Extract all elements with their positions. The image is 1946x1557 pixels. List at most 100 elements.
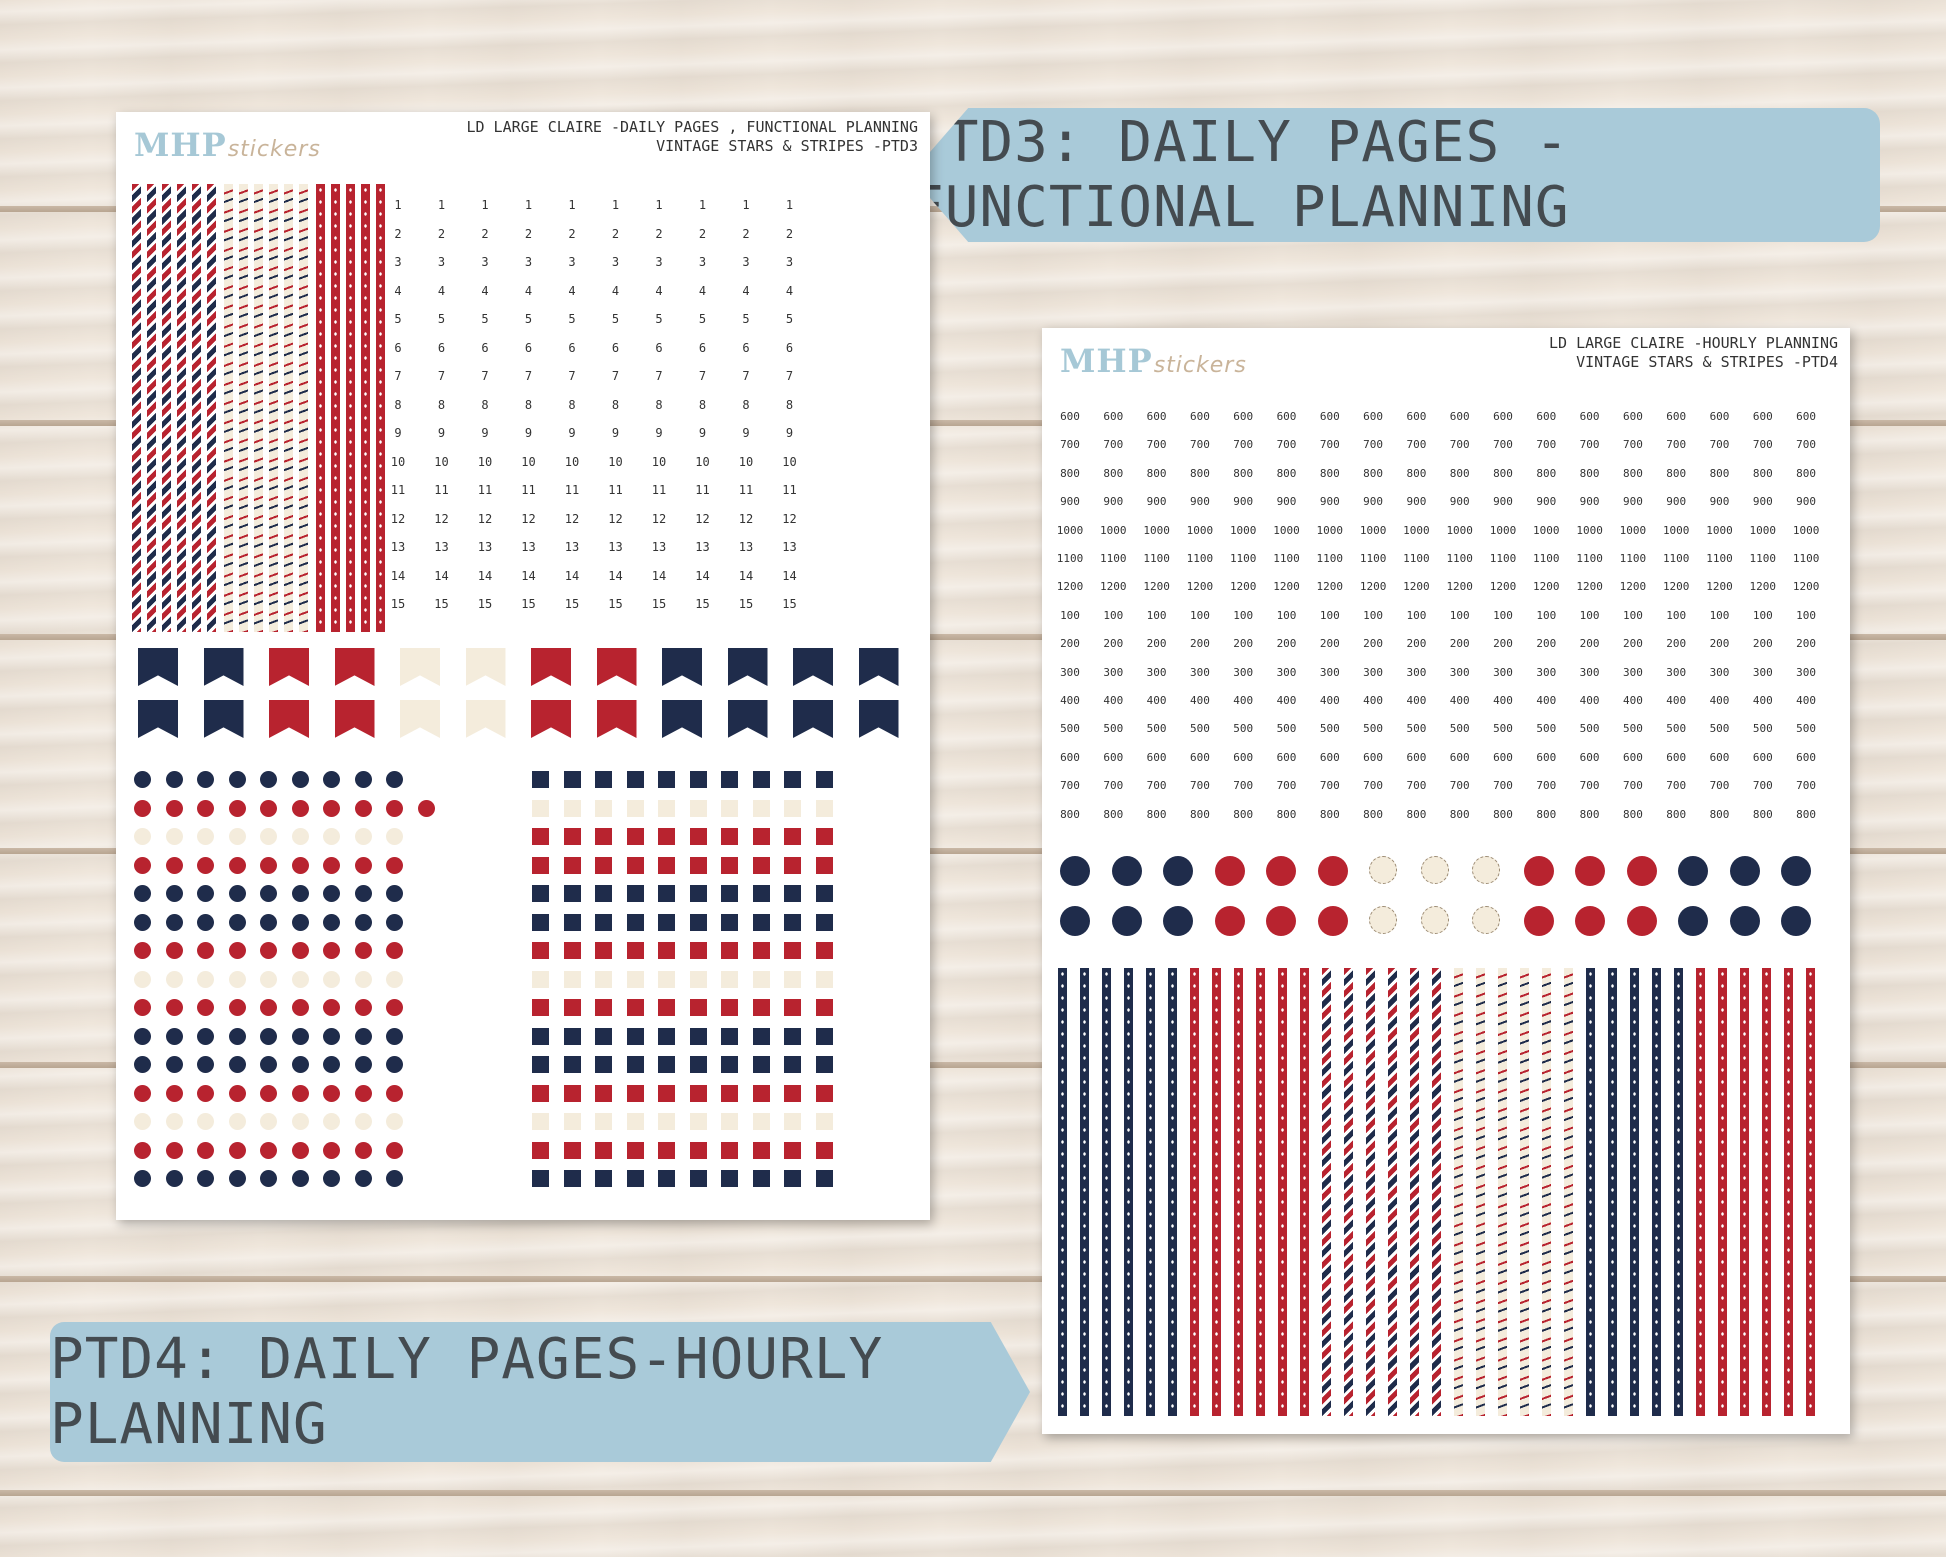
date-number: 9: [394, 426, 402, 440]
date-number: 8: [698, 397, 707, 412]
hour-number: 500: [1449, 722, 1470, 736]
flag-sticker: [793, 700, 833, 738]
hour-number: 300: [1493, 665, 1513, 679]
hour-number: 700: [1103, 438, 1124, 452]
dot-sticker: [260, 913, 277, 931]
date-number: 14: [521, 568, 536, 583]
date-number: 5: [742, 312, 750, 326]
square-sticker: [595, 1084, 612, 1102]
hour-number: 700: [1406, 779, 1427, 793]
dot-sticker: [291, 1170, 309, 1187]
date-number: 10: [782, 454, 797, 469]
date-number: 4: [611, 283, 620, 298]
stripe-sticker: [1146, 968, 1155, 1416]
date-number: 10: [695, 454, 710, 469]
circle-sticker: [1369, 856, 1397, 884]
dot-sticker: [260, 771, 277, 788]
dot-sticker: [197, 1113, 214, 1130]
square-sticker: [784, 856, 801, 874]
hour-number: 1000: [1273, 523, 1300, 537]
date-number: 13: [695, 540, 710, 554]
date-number: 7: [524, 369, 533, 383]
square-sticker: [815, 1027, 833, 1045]
hour-number: 100: [1579, 608, 1600, 622]
stripe-sticker: [1564, 968, 1573, 1416]
hour-number: 800: [1060, 466, 1080, 480]
hour-number: 400: [1536, 694, 1557, 707]
hour-number: 700: [1493, 779, 1513, 793]
stripe-sticker: [1344, 968, 1353, 1416]
dot-sticker: [291, 1141, 309, 1159]
dot-sticker: [197, 771, 214, 788]
dot-sticker: [323, 999, 340, 1016]
square-sticker: [689, 828, 707, 845]
hour-number: 700: [1666, 779, 1687, 793]
hour-number: 700: [1319, 438, 1340, 452]
date-number: 10: [521, 454, 536, 469]
hour-number: 1000: [1143, 523, 1170, 537]
hour-number: 600: [1796, 750, 1817, 764]
date-number: 10: [608, 454, 623, 469]
hour-number: 600: [1276, 750, 1297, 764]
square-sticker: [784, 1170, 801, 1187]
hour-number: 1200: [1533, 580, 1560, 594]
dot-sticker: [165, 942, 183, 959]
stripe-sticker: [132, 184, 141, 632]
square-sticker: [721, 1056, 738, 1073]
circle-sticker: [1420, 906, 1449, 934]
hour-number: 700: [1233, 779, 1254, 793]
hour-number: 1200: [1662, 580, 1690, 594]
square-sticker: [595, 771, 612, 788]
square-sticker: [658, 1113, 675, 1130]
hour-number: 1200: [1316, 580, 1344, 594]
dot-sticker: [197, 885, 214, 902]
hour-number: 200: [1319, 637, 1340, 651]
hour-number: 1100: [1792, 552, 1820, 565]
dot-sticker: [354, 1170, 372, 1187]
dot-sticker: [386, 1056, 403, 1073]
hour-number: 800: [1493, 807, 1513, 821]
hour-number: 800: [1752, 807, 1773, 821]
hour-number: 1000: [1749, 523, 1777, 537]
hour-number: 300: [1319, 665, 1340, 679]
hour-number: 300: [1276, 665, 1297, 679]
square-sticker: [721, 771, 738, 788]
flag-sticker: [727, 700, 768, 738]
dot-sticker: [386, 913, 403, 931]
hour-number: 500: [1319, 722, 1340, 736]
square-sticker: [626, 1113, 644, 1130]
flag-sticker: [334, 648, 375, 686]
stripe-sticker: [1256, 968, 1265, 1416]
hour-number: 600: [1449, 410, 1470, 423]
dot-sticker: [165, 970, 183, 988]
square-sticker: [752, 942, 770, 959]
hour-number: 1100: [1143, 552, 1170, 565]
date-number: 14: [651, 568, 667, 583]
dot-sticker: [134, 1084, 151, 1102]
square-sticker: [626, 942, 644, 959]
dot-sticker: [323, 913, 340, 931]
hour-number: 300: [1406, 665, 1427, 679]
flag-sticker: [662, 700, 702, 738]
date-number: 15: [695, 597, 710, 611]
hour-number: 1100: [1056, 552, 1084, 565]
hour-number: 800: [1146, 807, 1167, 821]
hour-number: 200: [1796, 637, 1817, 651]
hour-number: 200: [1146, 637, 1167, 651]
stripe-sticker: [254, 184, 263, 632]
hour-number: 800: [1449, 807, 1470, 821]
circle-sticker: [1729, 906, 1760, 936]
hour-number: 1200: [1489, 580, 1517, 594]
hour-number: 700: [1449, 438, 1470, 452]
dot-sticker: [228, 856, 246, 874]
date-number: 6: [394, 340, 402, 355]
dot-sticker: [386, 999, 403, 1016]
hour-number: 1000: [1403, 523, 1430, 537]
date-number: 7: [742, 369, 750, 383]
circle-sticker: [1472, 856, 1500, 884]
circle-sticker: [1111, 856, 1142, 886]
date-number: 9: [785, 426, 794, 440]
square-sticker: [815, 1084, 833, 1102]
hour-number: 400: [1189, 694, 1210, 707]
hour-number: 1200: [1273, 580, 1300, 594]
